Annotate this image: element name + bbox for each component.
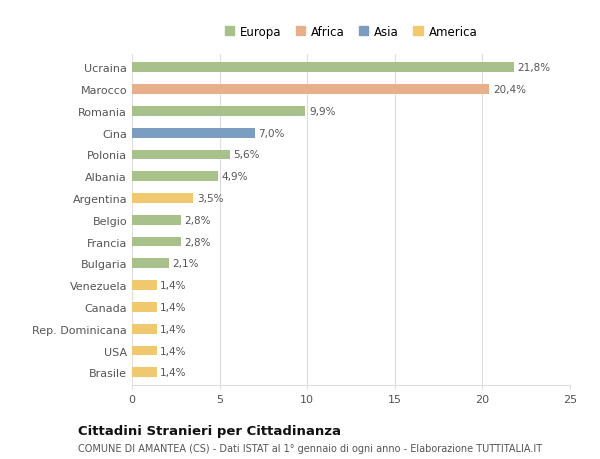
Bar — [132, 85, 490, 95]
Bar — [132, 324, 157, 334]
Bar — [132, 129, 254, 138]
Bar — [132, 150, 230, 160]
Text: COMUNE DI AMANTEA (CS) - Dati ISTAT al 1° gennaio di ogni anno - Elaborazione TU: COMUNE DI AMANTEA (CS) - Dati ISTAT al 1… — [78, 443, 542, 453]
Text: 2,8%: 2,8% — [185, 215, 211, 225]
Bar — [132, 172, 218, 182]
Text: Cittadini Stranieri per Cittadinanza: Cittadini Stranieri per Cittadinanza — [78, 425, 341, 437]
Text: 1,4%: 1,4% — [160, 368, 187, 377]
Bar — [132, 215, 181, 225]
Bar — [132, 368, 157, 377]
Legend: Europa, Africa, Asia, America: Europa, Africa, Asia, America — [220, 21, 482, 44]
Text: 1,4%: 1,4% — [160, 302, 187, 312]
Text: 2,1%: 2,1% — [172, 259, 199, 269]
Bar — [132, 63, 514, 73]
Bar — [132, 106, 305, 117]
Text: 7,0%: 7,0% — [258, 129, 284, 138]
Text: 4,9%: 4,9% — [221, 172, 248, 182]
Text: 1,4%: 1,4% — [160, 346, 187, 356]
Text: 1,4%: 1,4% — [160, 280, 187, 291]
Text: 1,4%: 1,4% — [160, 324, 187, 334]
Text: 5,6%: 5,6% — [233, 150, 260, 160]
Text: 9,9%: 9,9% — [309, 106, 335, 117]
Bar — [132, 194, 193, 203]
Bar — [132, 346, 157, 356]
Text: 3,5%: 3,5% — [197, 194, 223, 204]
Bar — [132, 280, 157, 291]
Text: 2,8%: 2,8% — [185, 237, 211, 247]
Text: 20,4%: 20,4% — [493, 85, 526, 95]
Text: 21,8%: 21,8% — [517, 63, 551, 73]
Bar — [132, 237, 181, 247]
Bar — [132, 302, 157, 312]
Bar — [132, 259, 169, 269]
